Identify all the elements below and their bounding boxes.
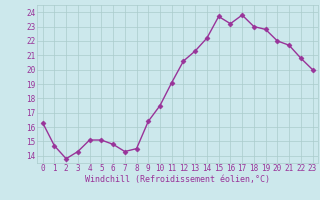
X-axis label: Windchill (Refroidissement éolien,°C): Windchill (Refroidissement éolien,°C)	[85, 175, 270, 184]
